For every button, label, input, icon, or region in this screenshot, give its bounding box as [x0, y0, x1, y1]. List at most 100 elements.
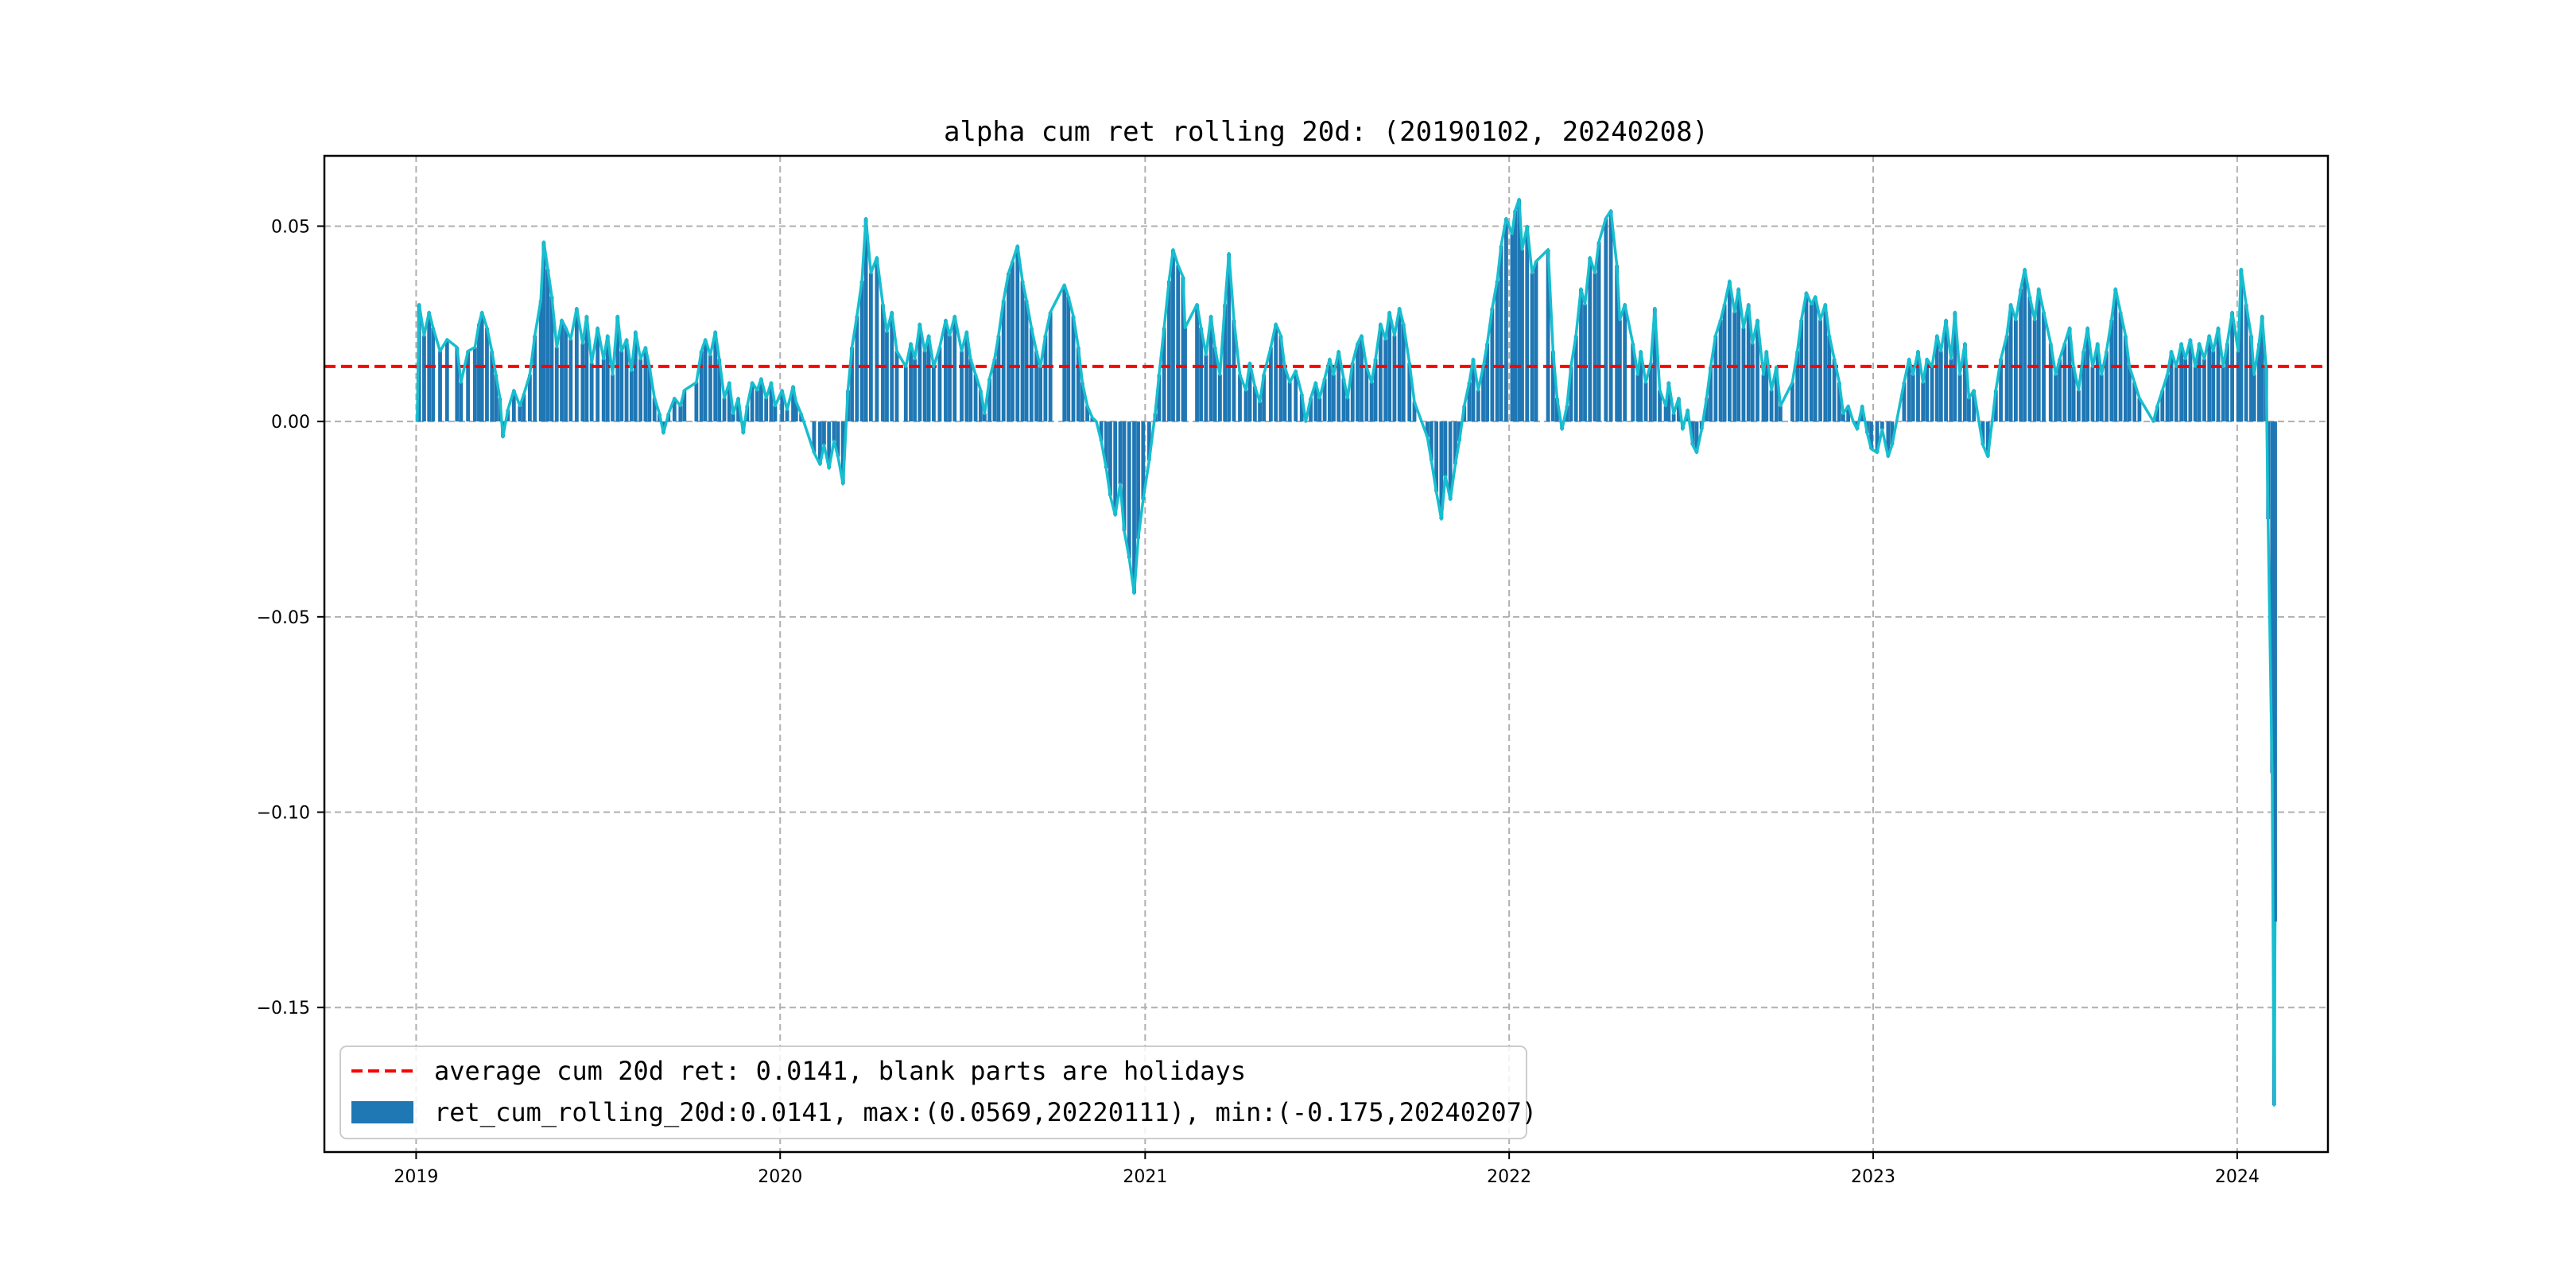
bar — [490, 351, 495, 422]
bar — [580, 343, 585, 422]
bar — [1569, 367, 1573, 422]
bar — [1963, 343, 1967, 422]
bar — [1309, 398, 1313, 422]
bar — [836, 421, 840, 457]
bar — [1108, 421, 1112, 496]
bar — [1176, 265, 1181, 422]
bar — [1043, 336, 1048, 422]
bar — [2113, 289, 2118, 422]
bar — [1274, 324, 1278, 422]
bar — [1204, 355, 1208, 422]
bar — [568, 339, 573, 422]
bar — [1774, 367, 1779, 422]
bar — [1635, 374, 1640, 422]
bar — [1593, 273, 1597, 422]
bar — [1623, 304, 1627, 422]
legend-series-swatch — [351, 1101, 413, 1123]
series-line — [415, 197, 2277, 1107]
bar — [549, 296, 554, 422]
bar — [1443, 421, 1448, 476]
bar — [652, 398, 657, 422]
chart-title: alpha cum ret rolling 20d: (20190102, 20… — [944, 116, 1709, 148]
bar — [1875, 421, 1880, 453]
bar — [1162, 328, 1166, 422]
plot-frame — [323, 154, 2330, 1154]
bar — [890, 312, 894, 422]
bar — [968, 359, 973, 422]
bar — [1181, 277, 1185, 422]
bar — [1322, 378, 1327, 422]
bar — [1608, 210, 1613, 422]
bar — [2183, 359, 2188, 422]
bar — [987, 378, 992, 422]
bar — [2027, 296, 2032, 422]
bar — [1944, 320, 1948, 422]
bar — [1513, 210, 1518, 422]
bar — [909, 343, 913, 422]
bar — [1588, 257, 1593, 422]
bar — [1127, 421, 1131, 559]
bar — [511, 390, 516, 422]
bar — [1949, 359, 1953, 422]
bar — [2249, 336, 2253, 422]
bar — [1439, 421, 1444, 519]
bar — [444, 339, 449, 422]
bar — [518, 405, 522, 422]
bar — [466, 351, 471, 422]
bar — [750, 382, 755, 422]
bar — [1761, 374, 1766, 422]
bar — [948, 336, 952, 422]
bar — [736, 398, 740, 422]
bar — [1639, 351, 1643, 422]
bar — [2137, 398, 2142, 422]
bar — [1227, 253, 1232, 422]
bar — [1907, 359, 1911, 422]
bar — [1208, 316, 1213, 422]
bar — [2095, 343, 2100, 422]
bar — [638, 359, 643, 422]
bar — [717, 359, 722, 422]
bar — [473, 347, 477, 422]
bar — [1434, 421, 1439, 492]
bar — [713, 332, 718, 422]
bar — [1238, 374, 1242, 422]
bar — [1350, 363, 1355, 422]
bar — [1579, 289, 1583, 422]
bar — [1809, 304, 1814, 422]
bar — [1750, 343, 1755, 422]
bar — [960, 351, 964, 422]
bar — [1118, 421, 1123, 484]
bar — [1278, 336, 1283, 422]
x-tick-label: 2022 — [1487, 1167, 1531, 1187]
bar — [455, 347, 460, 422]
bar — [1504, 218, 1508, 422]
bar — [699, 351, 704, 422]
bar — [2042, 312, 2046, 422]
bar — [560, 320, 564, 422]
y-axis: 0.05 0.00 −0.05 −0.10 −0.15 — [257, 217, 324, 1018]
bar — [1090, 417, 1095, 422]
bar — [615, 316, 620, 422]
bar — [885, 332, 889, 422]
bar — [703, 339, 708, 422]
bar — [727, 382, 731, 422]
y-tick-label: 0.05 — [271, 217, 310, 237]
bar — [1258, 402, 1262, 422]
bar — [785, 409, 789, 422]
bar — [431, 328, 436, 422]
bar — [1218, 374, 1222, 422]
bar — [1741, 328, 1746, 422]
bar — [1999, 359, 2003, 422]
bar — [643, 347, 648, 422]
bar — [1157, 374, 1162, 422]
bar — [827, 421, 832, 469]
bar — [1596, 242, 1601, 422]
bar — [2197, 343, 2202, 422]
bar — [1525, 226, 1530, 422]
bar — [1823, 304, 1828, 422]
bar — [1841, 413, 1845, 422]
bar — [1690, 421, 1695, 445]
bar — [624, 339, 629, 422]
x-tick-label: 2024 — [2215, 1167, 2260, 1187]
bar — [545, 269, 550, 422]
